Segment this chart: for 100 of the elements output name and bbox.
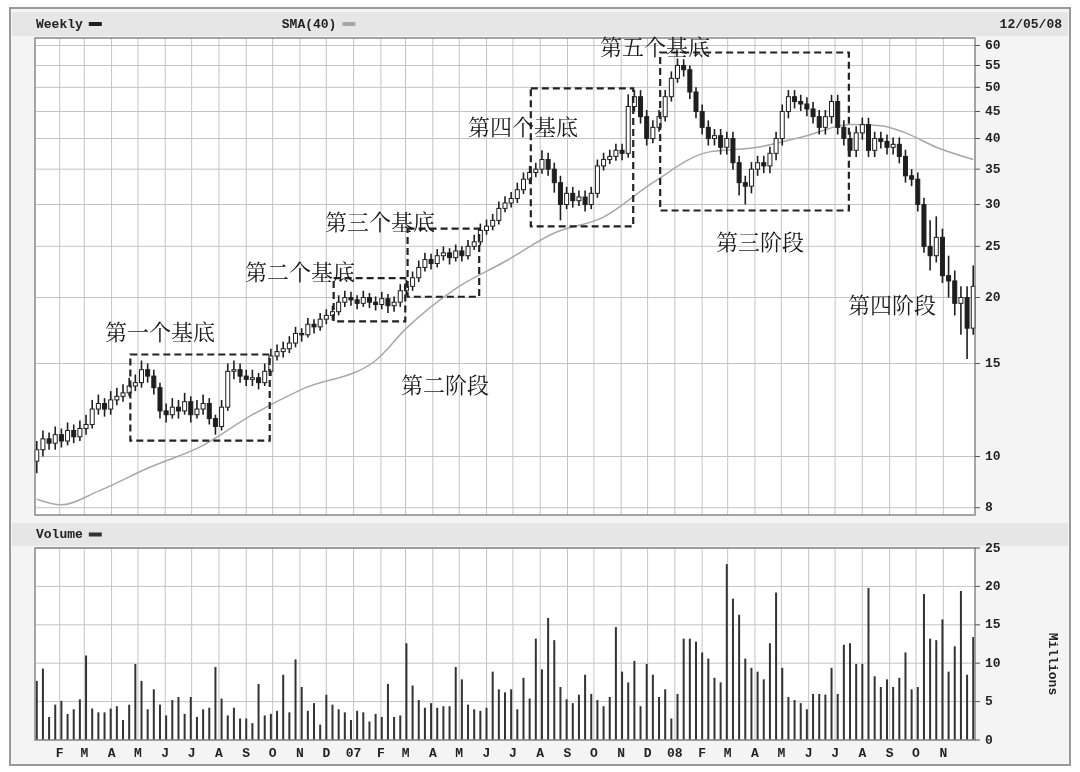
bar <box>750 667 753 740</box>
bar <box>368 721 371 740</box>
bar <box>263 715 266 740</box>
bar <box>257 683 260 740</box>
x-tick-label: A <box>428 746 437 761</box>
x-tick-label: S <box>885 746 894 761</box>
y-tick-label: 50 <box>985 79 1001 95</box>
bar <box>608 696 611 740</box>
y-tick-label: 0 <box>985 732 993 748</box>
bar <box>497 689 500 740</box>
x-tick-label: J <box>482 746 491 761</box>
bar <box>910 689 913 740</box>
y-tick-label: 35 <box>985 161 1001 177</box>
bar <box>805 709 808 740</box>
bar <box>473 709 476 740</box>
annotation: 第一个基底 <box>104 314 216 346</box>
bar <box>109 708 112 740</box>
x-tick-label: D <box>322 746 331 761</box>
bar <box>781 667 784 740</box>
bar <box>152 689 155 740</box>
x-tick-label: M <box>777 746 786 761</box>
x-tick-label: J <box>804 746 813 761</box>
y-tick-label: 20 <box>985 290 1001 306</box>
x-tick-label: F <box>55 746 64 761</box>
bar <box>885 679 888 740</box>
bar <box>879 687 882 740</box>
bar <box>713 677 716 740</box>
bar <box>959 591 962 740</box>
bar <box>405 643 408 740</box>
bar <box>491 671 494 740</box>
bar <box>799 703 802 740</box>
bar <box>676 693 679 740</box>
bar <box>103 712 106 740</box>
legend-label: Volume <box>36 527 84 542</box>
annotation: 第四个基底 <box>467 109 579 141</box>
bar <box>553 640 556 740</box>
bar <box>276 710 279 740</box>
bar <box>48 716 51 740</box>
x-tick-label: A <box>107 746 116 761</box>
y-axis-title: Millions <box>1044 632 1060 696</box>
x-tick-label: M <box>455 746 464 761</box>
bar <box>313 703 316 740</box>
bar <box>171 700 174 740</box>
y-tick-label: 20 <box>985 578 1001 594</box>
bar <box>331 704 334 740</box>
bar <box>115 706 118 740</box>
bar <box>202 709 205 740</box>
bar <box>793 700 796 740</box>
bar <box>411 685 414 740</box>
x-tick-label: A <box>858 746 867 761</box>
bar <box>362 712 365 740</box>
bar <box>208 707 211 740</box>
bar <box>54 704 57 740</box>
bar <box>454 667 457 740</box>
bar <box>577 694 580 740</box>
bar <box>460 679 463 740</box>
x-tick-label: F <box>698 746 707 761</box>
bar <box>664 689 667 740</box>
y-tick-label: 25 <box>985 540 1001 556</box>
bar <box>590 693 593 740</box>
y-tick-label: 55 <box>985 57 1001 73</box>
bar <box>239 718 242 740</box>
bar <box>306 710 309 740</box>
bar <box>195 716 198 740</box>
bar <box>898 677 901 740</box>
y-tick-label: 40 <box>985 131 1001 147</box>
bar <box>966 674 969 740</box>
bar <box>584 674 587 740</box>
bar <box>645 663 648 740</box>
y-tick-label: 10 <box>985 449 1001 465</box>
bar <box>836 693 839 740</box>
bar <box>442 706 445 740</box>
bar <box>738 614 741 740</box>
bar <box>66 713 69 740</box>
bar <box>873 676 876 740</box>
bar <box>922 594 925 740</box>
bar <box>85 655 88 740</box>
bar <box>787 696 790 740</box>
bar <box>282 674 285 740</box>
x-tick-label: O <box>912 746 921 761</box>
x-tick-label: A <box>215 746 224 761</box>
x-tick-label: A <box>751 746 760 761</box>
bar <box>559 687 562 740</box>
bar <box>436 707 439 740</box>
bar <box>522 677 525 740</box>
bar <box>251 723 254 740</box>
bar <box>775 592 778 740</box>
x-tick-label: N <box>617 746 626 761</box>
annotation: 第二阶段 <box>400 367 490 399</box>
bar <box>571 703 574 740</box>
bar <box>356 710 359 740</box>
x-tick-label: M <box>134 746 143 761</box>
bar <box>220 698 223 740</box>
bar <box>867 587 870 740</box>
bar <box>892 687 895 740</box>
bar <box>812 693 815 740</box>
y-tick-label: 30 <box>985 197 1001 213</box>
y-tick-label: 25 <box>985 238 1001 254</box>
bar <box>189 696 192 740</box>
bar <box>818 693 821 740</box>
